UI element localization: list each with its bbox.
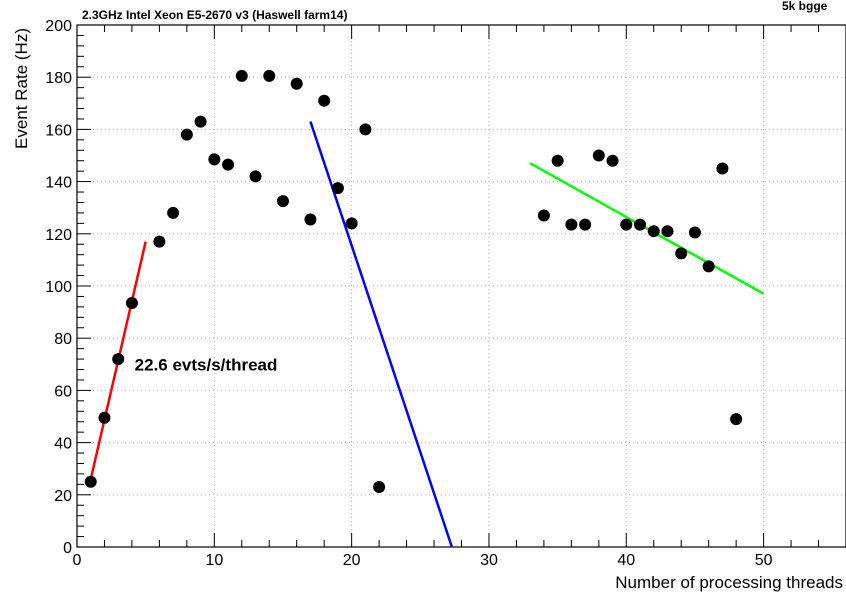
data-point	[551, 154, 564, 167]
data-point	[688, 226, 701, 239]
x-tick-label: 0	[73, 552, 82, 569]
data-point	[263, 69, 276, 82]
x-tick-label: 10	[205, 552, 223, 569]
x-tick-label: 30	[480, 552, 498, 569]
x-tick-label: 20	[343, 552, 361, 569]
chart-title: 2.3GHz Intel Xeon E5-2670 v3 (Haswell fa…	[82, 8, 347, 22]
data-point	[537, 209, 550, 222]
data-point	[716, 162, 729, 175]
data-point	[634, 218, 647, 231]
data-point	[249, 170, 262, 183]
y-tick-label: 0	[63, 540, 72, 557]
y-tick-label: 160	[45, 122, 72, 139]
y-tick-label: 80	[54, 331, 72, 348]
y-tick-label: 200	[45, 18, 72, 35]
data-point	[373, 480, 386, 493]
data-point	[112, 353, 125, 366]
plot-frame	[76, 24, 846, 548]
grid	[77, 25, 846, 547]
y-tick-label: 180	[45, 70, 72, 87]
slope-annotation: 22.6 evts/s/thread	[135, 355, 278, 374]
x-tick-label: 50	[755, 552, 773, 569]
y-tick-label: 100	[45, 279, 72, 296]
fit-line-3	[529, 162, 765, 295]
data-point	[620, 218, 633, 231]
data-points	[84, 69, 743, 493]
tick-labels: 0 10 20 30 40 50 0 20 40 60 80 100 120 140 160 180 200	[45, 18, 772, 569]
y-tick-label: 60	[54, 383, 72, 400]
data-point	[565, 218, 578, 231]
corner-label: 5k bgge	[782, 0, 828, 13]
y-tick-label: 140	[45, 175, 72, 192]
data-point	[675, 247, 688, 260]
data-point	[592, 149, 605, 162]
data-point	[153, 235, 166, 248]
data-point	[730, 413, 743, 426]
data-point	[359, 123, 372, 136]
data-point	[180, 128, 193, 141]
data-point	[702, 260, 715, 273]
data-point	[331, 182, 344, 195]
data-point	[222, 158, 235, 171]
data-point	[194, 115, 207, 128]
data-point	[345, 217, 358, 230]
data-point	[167, 206, 180, 219]
y-tick-label: 40	[54, 436, 72, 453]
data-point	[235, 69, 248, 82]
data-point	[579, 218, 592, 231]
data-point	[290, 77, 303, 90]
data-point	[647, 225, 660, 238]
data-point	[661, 225, 674, 238]
data-point	[84, 475, 97, 488]
data-point	[276, 195, 289, 208]
data-point	[208, 153, 221, 166]
y-tick-label: 20	[54, 488, 72, 505]
x-axis-label: Number of processing threads	[615, 573, 843, 592]
data-point	[98, 411, 111, 424]
data-point	[318, 94, 331, 107]
x-tick-label: 40	[617, 552, 635, 569]
y-tick-label: 120	[45, 227, 72, 244]
y-axis-label: Event Rate (Hz)	[12, 28, 31, 149]
data-point	[606, 154, 619, 167]
data-point	[125, 296, 138, 309]
data-point	[304, 213, 317, 226]
